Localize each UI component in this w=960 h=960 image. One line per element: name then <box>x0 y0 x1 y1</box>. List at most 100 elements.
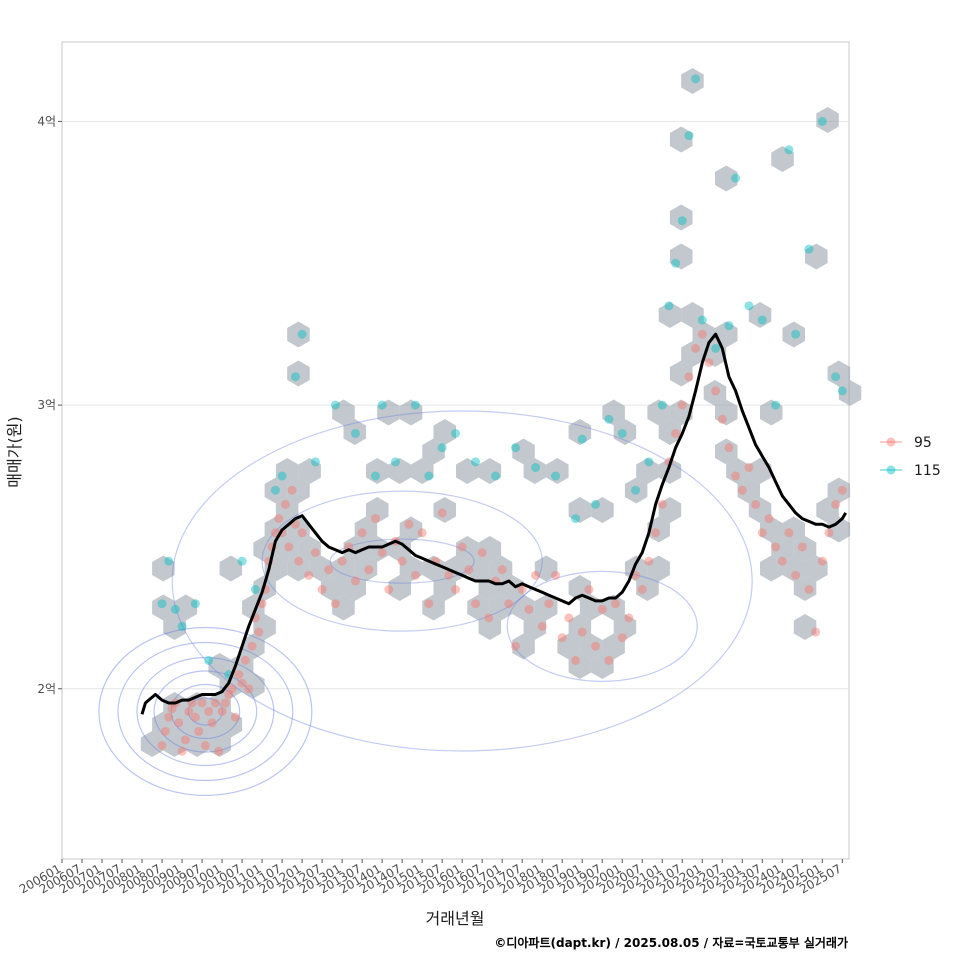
data-point-95 <box>167 704 177 714</box>
data-point-95 <box>824 528 834 538</box>
density-contour <box>153 670 258 753</box>
hexbin-cell <box>827 360 851 387</box>
data-point-95 <box>811 627 821 637</box>
trend-line-layer <box>140 332 847 715</box>
data-point-95 <box>330 599 340 609</box>
hexbin-cell <box>602 594 625 621</box>
data-point-95 <box>410 570 420 580</box>
legend-item-95: 95 <box>880 435 932 451</box>
data-point-115 <box>164 556 174 566</box>
data-point-95 <box>184 706 194 716</box>
data-point-115 <box>270 485 280 495</box>
data-point-95 <box>777 556 787 566</box>
data-point-115 <box>170 604 180 614</box>
data-point-95 <box>284 542 294 552</box>
data-point-95 <box>444 570 454 580</box>
hexbin-cell <box>715 438 738 465</box>
hexbin-cell <box>748 302 772 328</box>
hexbin-cell <box>568 575 592 601</box>
hexbin-cell <box>388 575 411 601</box>
hexbin-cell <box>816 497 839 523</box>
hexbin-cell <box>613 614 637 640</box>
hexbin-cell <box>523 458 547 484</box>
hexbin-cell <box>478 536 502 562</box>
data-point-95 <box>317 585 327 595</box>
density-contour <box>170 683 241 740</box>
legend-item-115: 115 <box>880 463 941 479</box>
hexbin-cell <box>760 399 783 426</box>
data-point-115 <box>657 400 667 410</box>
data-point-115 <box>771 400 781 410</box>
hexbin-cell <box>782 555 805 582</box>
hexbin-cell <box>242 633 265 660</box>
data-point-115 <box>617 428 627 438</box>
hexbin-cell <box>681 68 704 94</box>
data-point-95 <box>571 655 581 665</box>
data-point-95 <box>210 698 220 708</box>
hexbin-cell <box>275 536 299 562</box>
data-point-95 <box>597 604 607 614</box>
data-point-95 <box>677 400 687 410</box>
data-point-95 <box>791 570 801 580</box>
data-point-95 <box>164 712 174 722</box>
data-point-95 <box>537 621 547 631</box>
y-tick-label: 3억 <box>37 398 56 412</box>
hexbin-cell <box>793 575 817 601</box>
data-point-95 <box>207 718 217 728</box>
hexbin-cell <box>298 536 321 562</box>
hexbin-cell <box>332 555 355 582</box>
data-point-95 <box>817 556 827 566</box>
hexbin-cell <box>287 477 310 504</box>
data-point-95 <box>531 570 541 580</box>
hexbin-cell <box>568 419 592 445</box>
density-contour <box>117 641 294 782</box>
hexbin-cell <box>512 633 535 660</box>
data-point-95 <box>230 712 240 722</box>
hexbin-cell <box>275 458 299 484</box>
data-point-95 <box>757 528 767 538</box>
hexbin-cell <box>287 360 310 387</box>
data-point-95 <box>244 684 254 694</box>
hexbin-cell <box>793 536 817 562</box>
hexbin-cell <box>467 594 490 621</box>
data-point-95 <box>417 528 427 538</box>
data-point-115 <box>691 74 701 84</box>
hexbin-cell <box>422 594 445 621</box>
data-point-95 <box>651 528 661 538</box>
data-point-95 <box>247 641 257 651</box>
hexbin-cell <box>546 458 569 484</box>
legend-label: 95 <box>914 435 932 451</box>
data-point-95 <box>457 542 467 552</box>
data-point-115 <box>390 457 400 467</box>
data-point-95 <box>287 485 297 495</box>
hexbin-cell <box>568 653 592 679</box>
hexbin-cell <box>208 692 231 718</box>
data-point-115 <box>190 599 200 609</box>
data-point-95 <box>180 735 190 745</box>
data-point-95 <box>240 655 250 665</box>
data-point-115 <box>370 471 380 481</box>
data-point-115 <box>377 400 387 410</box>
hexbin-cell <box>399 399 423 426</box>
density-contour <box>98 626 313 797</box>
hexbin-cell <box>669 204 693 231</box>
data-point-115 <box>604 414 614 424</box>
data-point-95 <box>637 585 647 595</box>
data-point-115 <box>350 428 360 438</box>
data-point-95 <box>711 386 721 396</box>
hexbin-cell <box>411 458 434 484</box>
hexbin-cell <box>163 731 186 757</box>
data-point-115 <box>250 585 260 595</box>
trend-line <box>140 332 847 715</box>
data-point-95 <box>174 718 184 728</box>
hexbin-cell <box>332 399 355 426</box>
data-point-95 <box>697 329 707 339</box>
data-point-95 <box>831 499 841 509</box>
data-point-95 <box>724 443 734 453</box>
data-point-115 <box>591 499 601 509</box>
hexbin-cell <box>669 360 693 387</box>
hexbin-cell <box>534 594 558 621</box>
hexbin-cell <box>647 555 670 582</box>
data-point-115 <box>410 400 420 410</box>
